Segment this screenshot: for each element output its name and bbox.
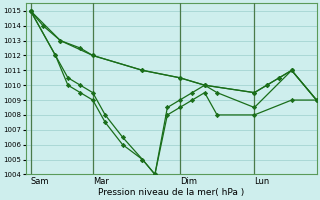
- X-axis label: Pression niveau de la mer( hPa ): Pression niveau de la mer( hPa ): [98, 188, 244, 197]
